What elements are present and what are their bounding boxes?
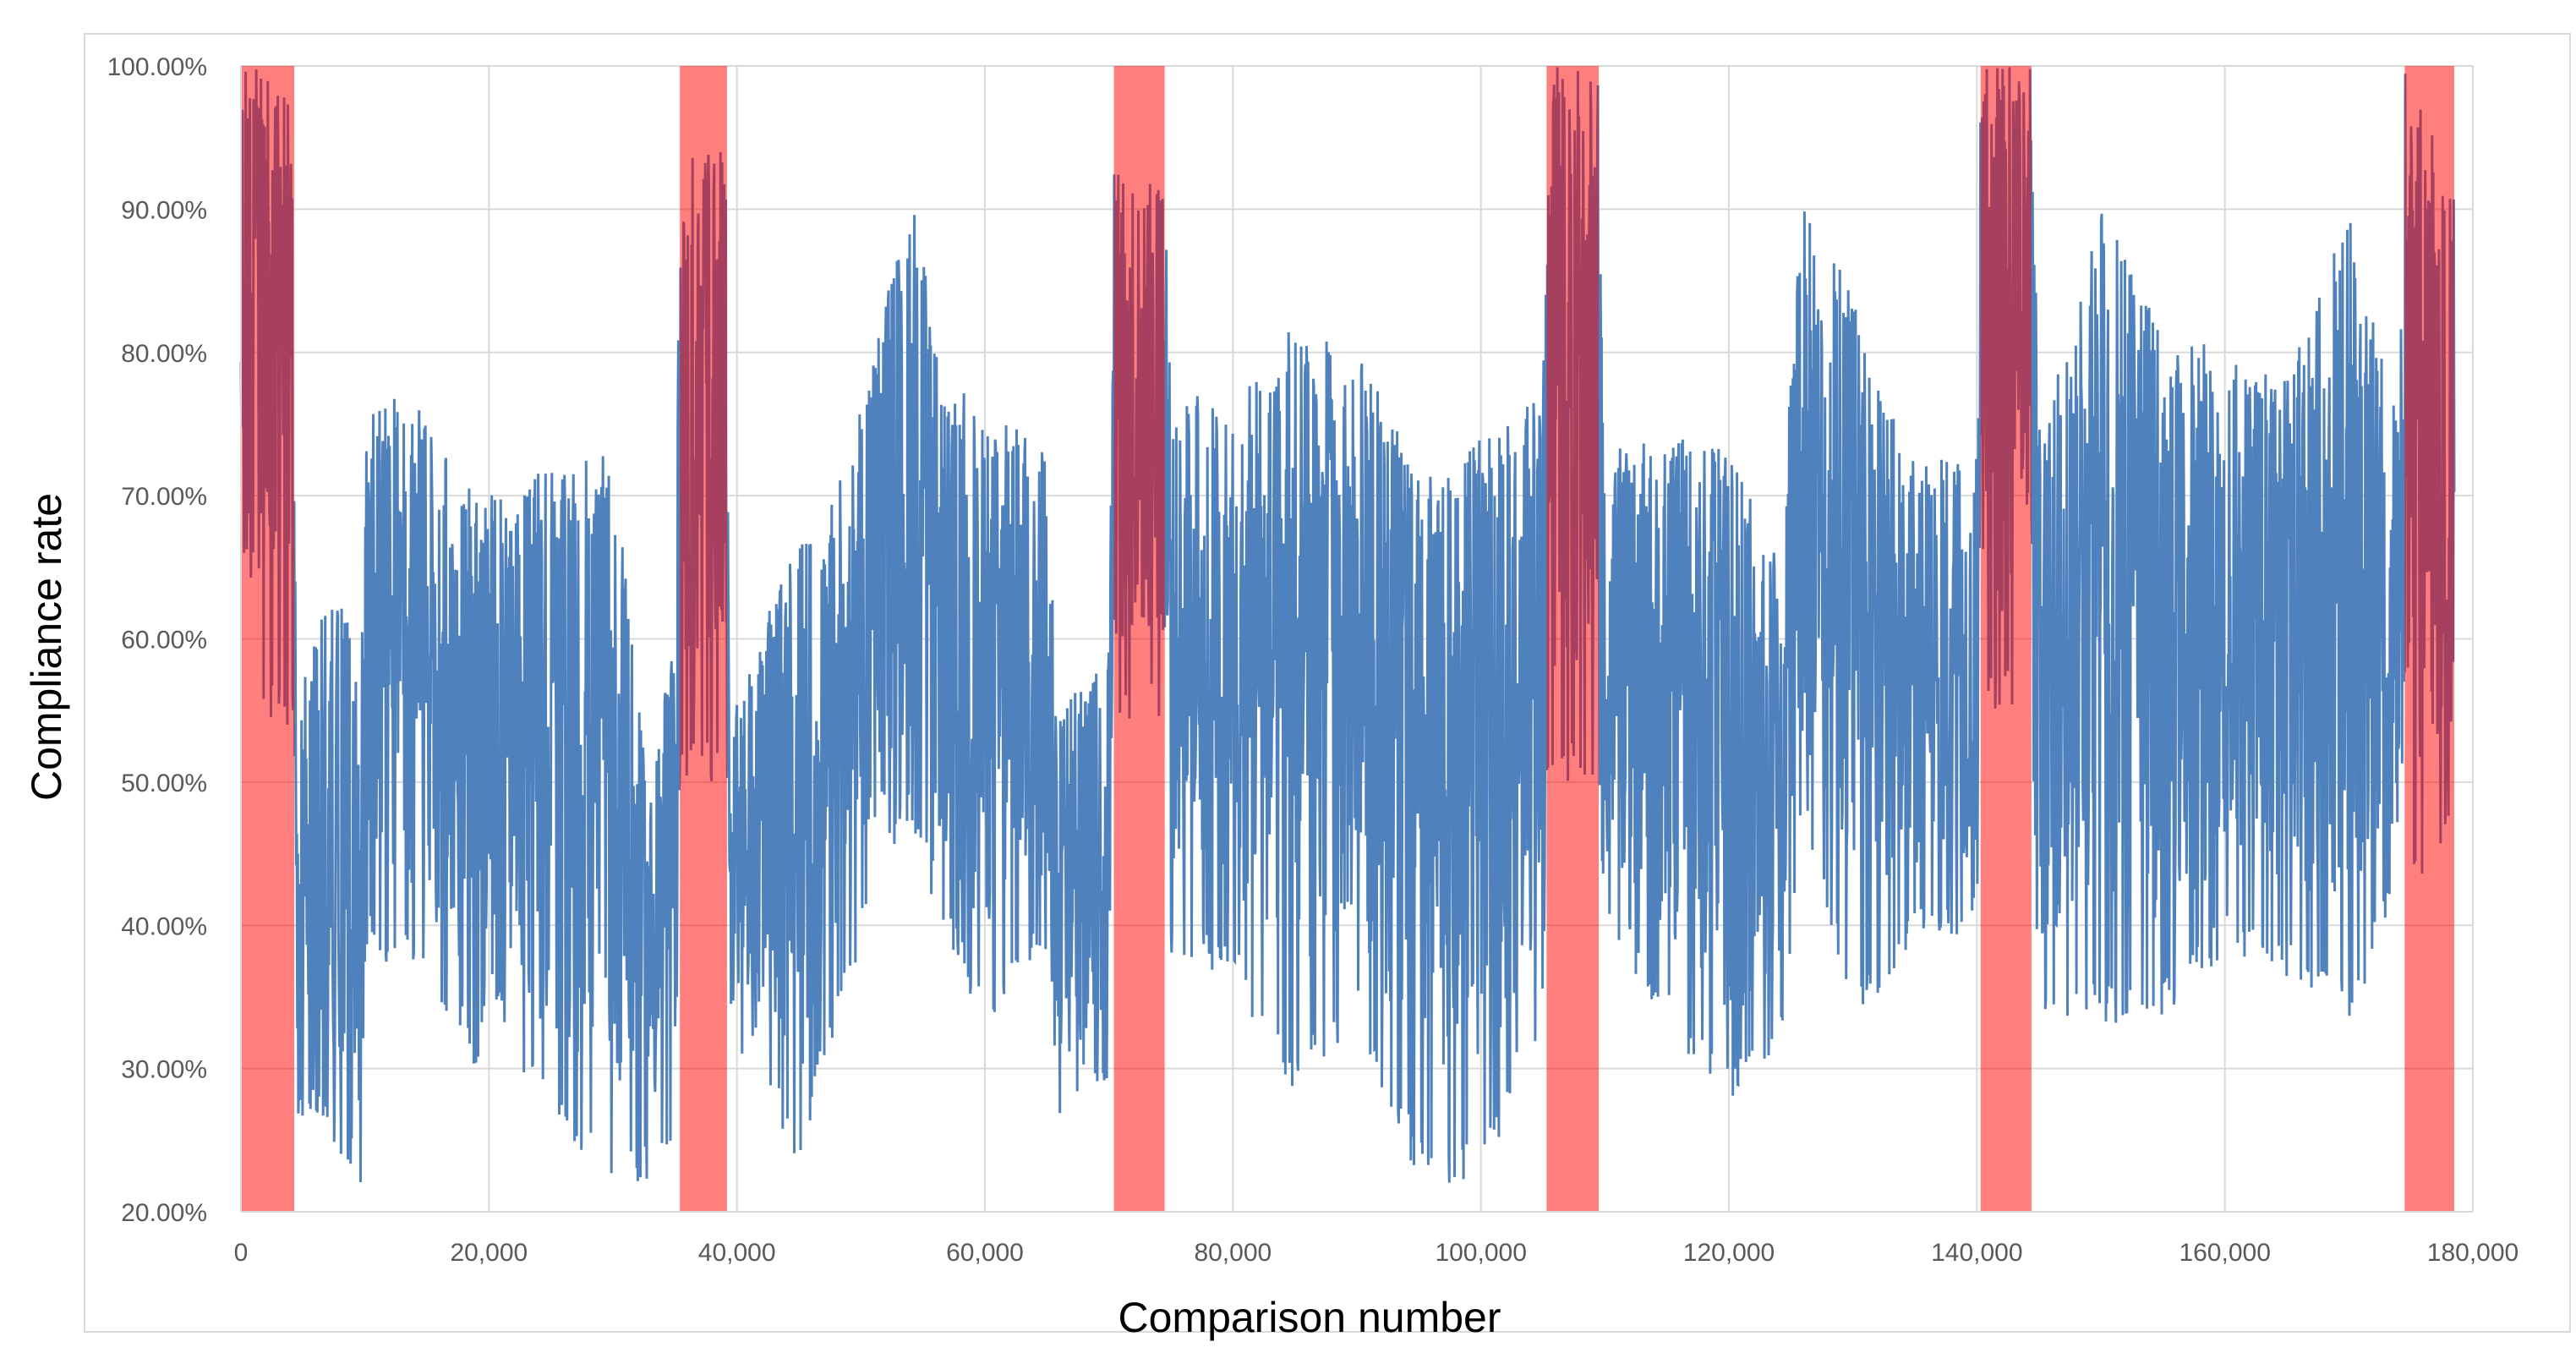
y-tick-label: 80.00% [121,340,207,368]
y-axis-title: Compliance rate [23,493,70,801]
y-tick-label: 70.00% [121,483,207,511]
highlight-band [1113,66,1165,1212]
highlight-band [2404,66,2454,1212]
x-tick-label: 20,000 [450,1239,528,1267]
x-axis-title: Comparison number [1118,1294,1501,1341]
highlight-band [1546,66,1599,1212]
series-line [239,67,2456,1183]
y-tick-label: 60.00% [121,627,207,655]
y-tick-label: 40.00% [121,912,207,940]
axes: 20.00% 30.00% 40.00% 50.00% 60.00% 70.00% 80.0… [107,53,2519,1267]
highlight-band [680,66,727,1212]
highlight-bands [241,66,2454,1212]
highlight-band [1980,66,2032,1212]
y-tick-label: 50.00% [121,770,207,797]
x-tick-label: 120,000 [1683,1239,1775,1267]
y-tick-label: 90.00% [121,196,207,224]
x-tick-label: 180,000 [2427,1239,2519,1267]
x-tick-label: 140,000 [1931,1239,2022,1267]
x-tick-label: 0 [234,1239,249,1267]
highlight-band [241,66,295,1212]
x-tick-label: 100,000 [1435,1239,1526,1267]
x-tick-label: 40,000 [698,1239,776,1267]
y-tick-label: 100.00% [107,53,207,81]
x-tick-label: 60,000 [946,1239,1024,1267]
series-compliance-rate [239,67,2456,1183]
y-tick-label: 20.00% [121,1199,207,1227]
y-tick-label: 30.00% [121,1056,207,1084]
x-tick-label: 80,000 [1194,1239,1272,1267]
x-tick-label: 160,000 [2179,1239,2270,1267]
